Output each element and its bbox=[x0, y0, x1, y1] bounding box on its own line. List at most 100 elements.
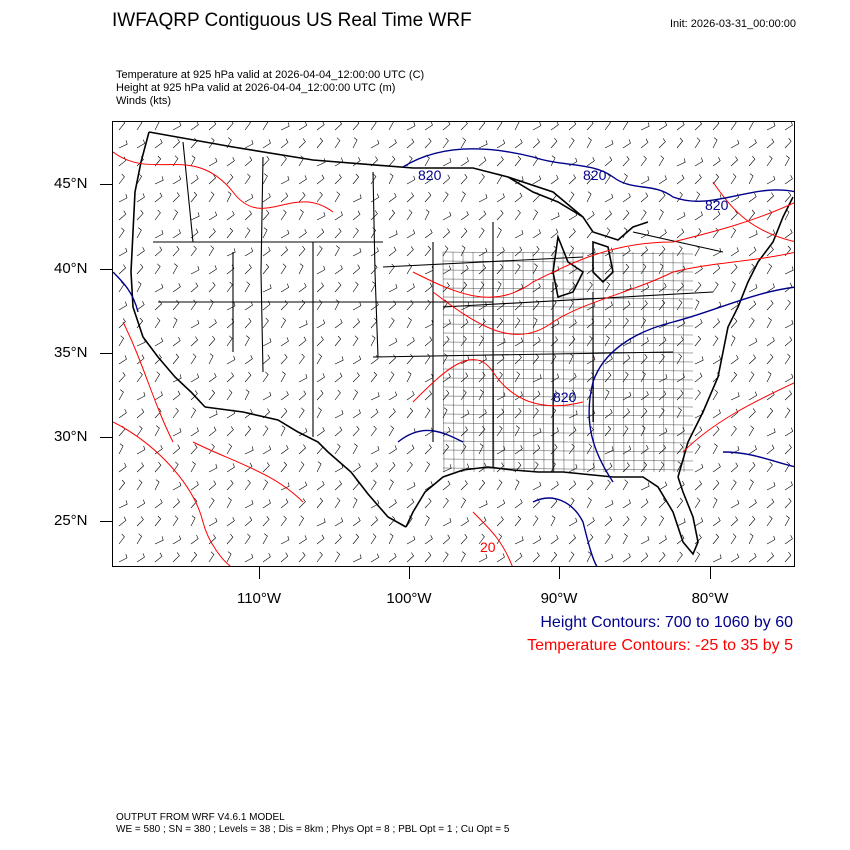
wind-barb bbox=[766, 515, 773, 527]
wind-barb bbox=[460, 245, 466, 257]
wind-barb bbox=[208, 480, 217, 491]
wind-barb bbox=[208, 551, 215, 563]
state-boundaries bbox=[153, 141, 724, 472]
lat-label-45n: 45°N bbox=[54, 175, 88, 192]
wind-barb bbox=[712, 281, 719, 293]
wind-barb bbox=[604, 389, 610, 401]
wind-barb bbox=[766, 192, 774, 203]
wind-barb bbox=[262, 173, 268, 185]
wind-barb bbox=[334, 228, 342, 239]
wind-barb bbox=[712, 516, 721, 527]
wind-barb bbox=[190, 266, 200, 275]
wind-barb bbox=[514, 515, 522, 527]
wind-barb bbox=[280, 155, 287, 167]
wind-barb bbox=[478, 335, 484, 347]
wind-barb bbox=[154, 155, 162, 167]
wind-barb bbox=[604, 408, 613, 419]
wind-barb bbox=[334, 122, 342, 131]
wind-barb bbox=[730, 264, 738, 275]
wind-barb bbox=[622, 533, 628, 545]
wind-barb bbox=[262, 193, 271, 203]
wind-barb bbox=[154, 209, 161, 221]
wind-barb bbox=[586, 248, 596, 257]
wind-barb bbox=[154, 246, 163, 257]
wind-barb bbox=[658, 282, 667, 293]
wind-barb bbox=[136, 462, 144, 473]
wind-barb bbox=[172, 481, 182, 491]
wind-barb bbox=[676, 373, 685, 383]
wind-barb bbox=[676, 299, 683, 311]
wind-barb bbox=[604, 264, 612, 275]
wind-barb bbox=[406, 192, 414, 203]
wind-barbs-layer bbox=[118, 122, 794, 563]
wind-barb bbox=[550, 155, 556, 167]
wind-barb bbox=[460, 122, 468, 131]
wind-barb bbox=[730, 156, 738, 167]
wind-barb bbox=[298, 374, 308, 383]
wind-barb bbox=[514, 138, 523, 149]
wind-barb bbox=[370, 227, 376, 239]
wind-barb bbox=[208, 245, 214, 257]
wind-barb bbox=[640, 552, 649, 563]
wind-barb bbox=[334, 480, 342, 491]
wind-barb bbox=[370, 392, 380, 401]
county-line bbox=[442, 368, 694, 372]
wind-barb bbox=[226, 122, 234, 131]
wind-barb bbox=[748, 155, 756, 167]
wind-barb bbox=[658, 122, 668, 131]
wind-barb bbox=[334, 463, 344, 473]
wind-barb bbox=[550, 122, 559, 131]
wind-barb bbox=[352, 426, 360, 437]
wind-barb bbox=[316, 122, 325, 131]
wind-barb bbox=[586, 173, 594, 185]
county-line bbox=[442, 269, 694, 273]
wind-barb bbox=[226, 372, 234, 383]
wind-barb bbox=[172, 390, 181, 401]
wind-barb bbox=[190, 373, 200, 383]
wind-barb bbox=[118, 318, 126, 329]
wind-barb bbox=[514, 209, 521, 221]
wind-barb bbox=[334, 335, 342, 347]
wind-barb bbox=[748, 284, 758, 293]
wind-barb bbox=[730, 499, 740, 509]
wind-barb bbox=[748, 192, 757, 203]
wind-barb bbox=[586, 157, 595, 167]
wind-barb bbox=[748, 462, 756, 473]
wind-barb bbox=[244, 193, 254, 203]
wind-barb bbox=[424, 191, 432, 203]
wind-barb bbox=[586, 318, 595, 329]
wind-barb bbox=[298, 552, 306, 563]
wind-barb bbox=[172, 515, 179, 527]
wind-barb bbox=[388, 552, 397, 563]
wind-barb bbox=[550, 228, 559, 239]
temperature-contours bbox=[113, 151, 794, 566]
wind-barb bbox=[568, 174, 576, 185]
wind-barb bbox=[460, 137, 466, 149]
wind-barb bbox=[766, 263, 772, 275]
wind-barb bbox=[532, 407, 539, 419]
wind-barb bbox=[316, 212, 326, 221]
wind-barb bbox=[316, 282, 324, 293]
wind-barb bbox=[118, 355, 127, 365]
wind-barb bbox=[154, 445, 163, 455]
wind-barb bbox=[658, 138, 666, 149]
wind-barb bbox=[730, 354, 739, 365]
wind-barb bbox=[622, 462, 630, 473]
wind-barb bbox=[640, 138, 649, 149]
wind-barb bbox=[550, 481, 559, 491]
wind-barb bbox=[226, 355, 236, 365]
wind-barb bbox=[334, 551, 340, 563]
wind-barb bbox=[460, 409, 470, 419]
wind-barb bbox=[280, 192, 289, 203]
wind-barb bbox=[784, 320, 794, 329]
wind-barb bbox=[370, 499, 380, 509]
wind-barb bbox=[532, 481, 542, 491]
wind-barb bbox=[766, 337, 775, 347]
wind-barb bbox=[154, 283, 164, 293]
wind-barb bbox=[352, 389, 358, 401]
wind-barb bbox=[190, 534, 199, 545]
wind-barb bbox=[154, 337, 164, 347]
wind-barb bbox=[352, 533, 360, 545]
wind-barb bbox=[748, 230, 758, 239]
wind-barb bbox=[550, 551, 558, 563]
